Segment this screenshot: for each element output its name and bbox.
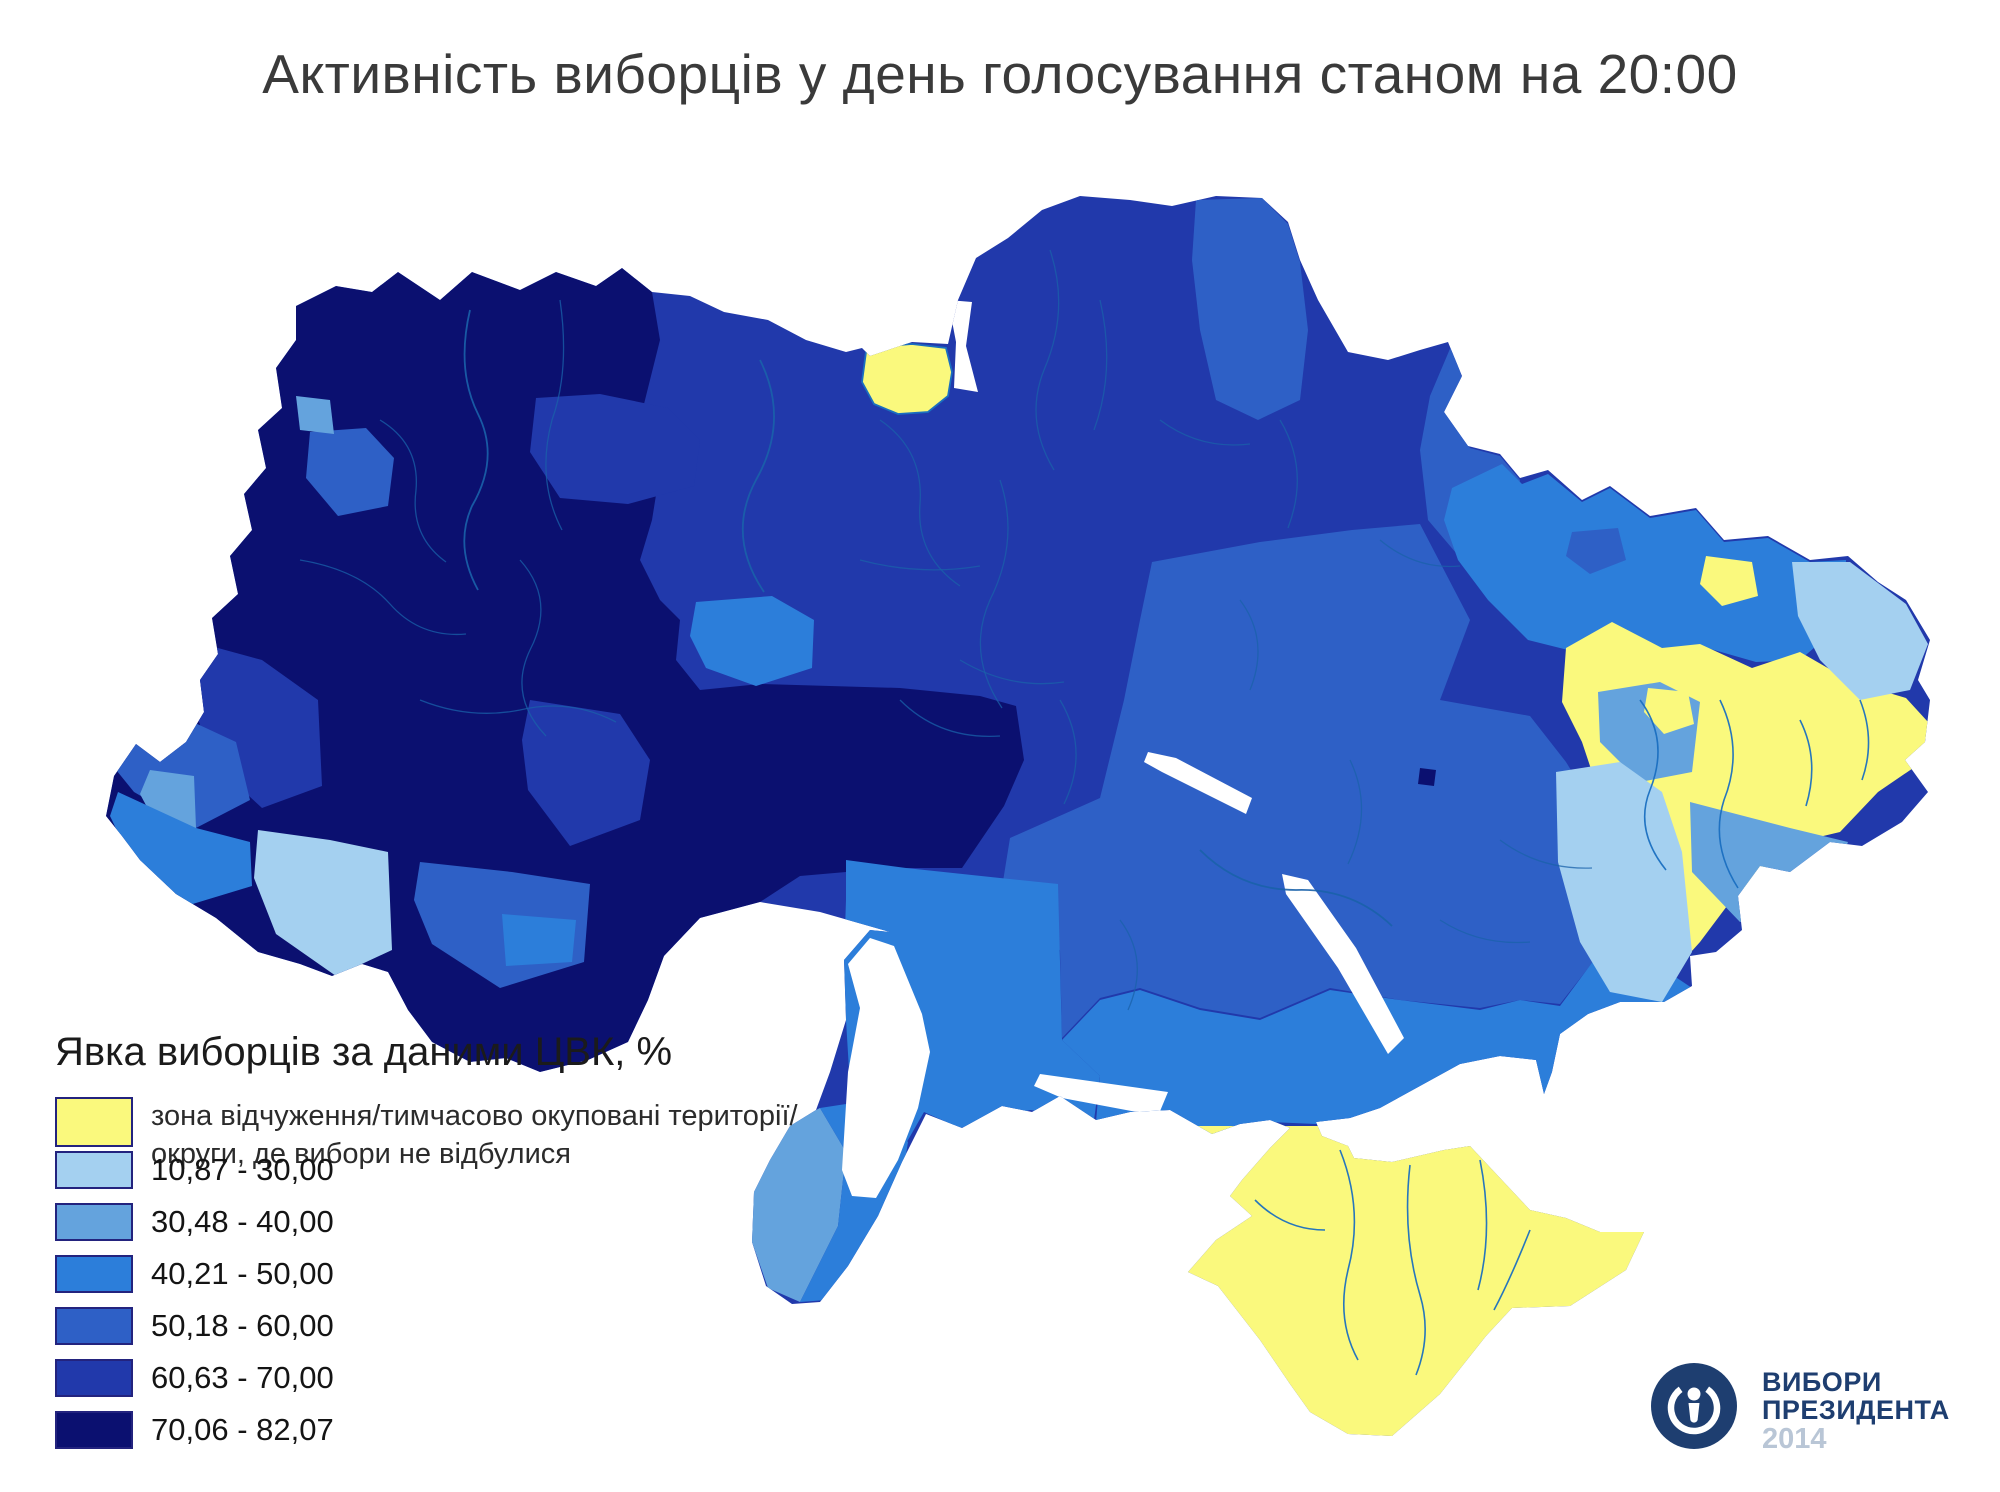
logo-line2: ПРЕЗИДЕНТА [1762, 1395, 1950, 1425]
map-region [1556, 762, 1692, 1002]
logo-text: ВИБОРИ ПРЕЗИДЕНТА 2014 [1762, 1368, 1950, 1454]
map-region [1566, 528, 1626, 574]
map-region [530, 394, 700, 504]
map-region-budjak-west [748, 1108, 846, 1302]
page-title: Активність виборців у день голосування с… [262, 43, 1738, 105]
map-region-central-band [1000, 524, 1620, 1038]
legend-class-rows: 10,87 - 30,00 30,48 - 40,00 40,21 - 50,00 5… [55, 1151, 835, 1449]
water-moldova-notch [842, 938, 930, 1198]
map-region-crimea-occupied [1150, 1126, 1710, 1436]
district-borders-occupied [1254, 699, 1870, 1376]
map-region [1792, 562, 1928, 700]
legend-label: 70,06 - 82,07 [151, 1412, 334, 1447]
legend-row-class-1: 30,48 - 40,00 [55, 1203, 835, 1241]
legend-swatch [55, 1255, 133, 1293]
legend-swatch [55, 1359, 133, 1397]
legend-label: 30,48 - 40,00 [151, 1204, 334, 1239]
map-region [690, 596, 814, 686]
map-region [254, 830, 392, 976]
water-dnieper-estuary [1034, 1074, 1168, 1116]
legend-label: 40,21 - 50,00 [151, 1256, 334, 1291]
map-region [502, 914, 576, 966]
legend: Явка виборців за даними ЦВК, % зона відч… [55, 1030, 835, 1449]
map-region [110, 792, 252, 906]
water-kyiv-reservoir [948, 300, 978, 392]
map-region-south-coast [1062, 952, 1692, 1136]
map-region-occupied-island [1700, 556, 1758, 606]
legend-swatch [55, 1203, 133, 1241]
legend-title: Явка виборців за даними ЦВК, % [55, 1030, 673, 1074]
map-region [306, 428, 394, 516]
map-region [296, 396, 334, 434]
legend-swatch [55, 1411, 133, 1449]
logo-line1: ВИБОРИ [1762, 1367, 1882, 1397]
legend-swatch [55, 1307, 133, 1345]
water-kakhovka-reservoir [1282, 874, 1404, 1054]
legend-row-class-5: 70,06 - 82,07 [55, 1411, 835, 1449]
power-person-icon [1651, 1363, 1737, 1449]
legend-row-class-3: 50,18 - 60,00 [55, 1307, 835, 1345]
map-region [522, 700, 650, 846]
legend-label: 50,18 - 60,00 [151, 1308, 334, 1343]
map-region-exclusion-zone [862, 344, 952, 414]
legend-row-class-4: 60,63 - 70,00 [55, 1359, 835, 1397]
legend-row-class-0: 10,87 - 30,00 [55, 1151, 835, 1189]
legend-row-no-election: зона відчуження/тимчасово окуповані тери… [55, 1097, 835, 1170]
map-region [1192, 198, 1308, 420]
legend-row-class-2: 40,21 - 50,00 [55, 1255, 835, 1293]
legend-label: 60,63 - 70,00 [151, 1360, 334, 1395]
logo-year: 2014 [1762, 1423, 1827, 1455]
no-election-swatch [55, 1097, 133, 1147]
election-logo: ВИБОРИ ПРЕЗИДЕНТА 2014 [1650, 1362, 1950, 1454]
water-kremenchuk-reservoir [1144, 752, 1252, 814]
map-region-occupied-island [1644, 688, 1694, 734]
map-region-kharkiv [1444, 464, 1846, 662]
no-election-label: зона відчуження/тимчасово окуповані тери… [151, 1100, 798, 1170]
legend-label: 10,87 - 30,00 [151, 1152, 334, 1187]
district-borders [299, 249, 1593, 1011]
map-region [1418, 768, 1436, 786]
legend-swatch [55, 1151, 133, 1189]
